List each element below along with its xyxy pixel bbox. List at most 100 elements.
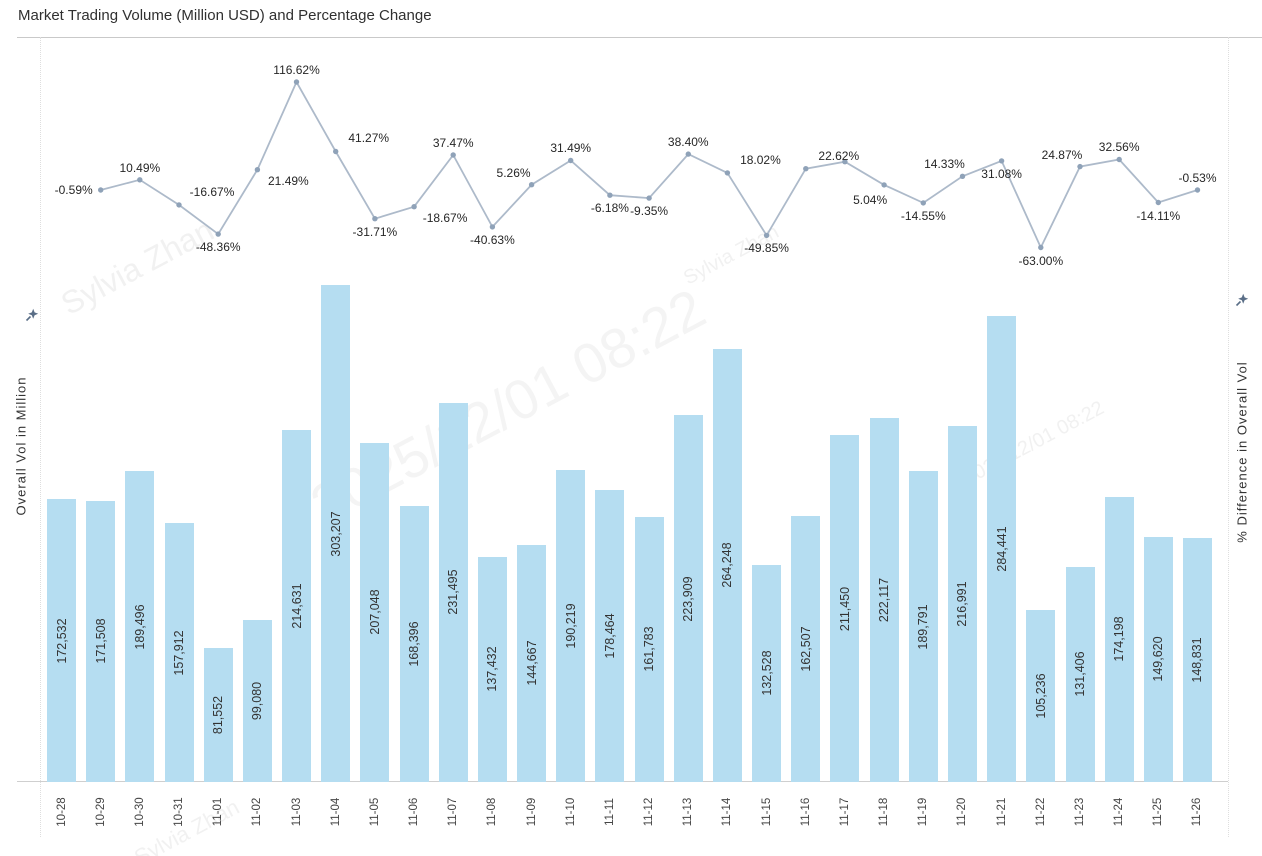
percent-label: -40.63% [470, 232, 515, 247]
volume-bar[interactable] [948, 426, 977, 782]
volume-bar[interactable] [869, 417, 899, 782]
bar-value-label: 157,912 [172, 630, 187, 676]
x-axis-label: 11-16 [799, 797, 812, 827]
percent-label: 32.56% [1098, 140, 1140, 155]
percent-label: 22.62% [818, 148, 860, 163]
watermark-author: Sylvia Zhan [680, 220, 783, 290]
x-axis-label: 11-11 [603, 798, 616, 826]
x-axis-label: 10-31 [173, 797, 186, 827]
percent-label: 18.02% [740, 152, 781, 167]
line-point[interactable] [763, 232, 770, 239]
volume-bar[interactable] [830, 435, 860, 782]
volume-bar[interactable] [791, 515, 821, 782]
x-axis-label: 11-18 [878, 797, 891, 827]
volume-bar[interactable] [125, 471, 155, 782]
watermark-timestamp: 2025/12/01 08:22 [960, 396, 1108, 490]
percent-label: -63.00% [1018, 253, 1064, 268]
volume-bar[interactable] [321, 285, 351, 782]
volume-bar[interactable] [517, 544, 547, 782]
bar-value-label: 81,552 [211, 696, 226, 735]
bar-value-label: 189,496 [132, 604, 147, 650]
x-axis-label: 11-04 [329, 797, 342, 827]
watermark-author: Sylvia Zhan [55, 211, 220, 322]
volume-bar[interactable] [360, 442, 390, 782]
volume-bar[interactable] [987, 315, 1017, 782]
bar-value-label: 148,831 [1190, 637, 1205, 683]
x-axis-label: 11-13 [682, 797, 695, 827]
line-point[interactable] [293, 79, 300, 85]
percent-label: -14.11% [1136, 208, 1181, 223]
bar-value-label: 214,631 [289, 583, 304, 629]
line-point[interactable] [528, 182, 535, 188]
percent-label: 37.47% [432, 135, 474, 150]
x-axis-label: 11-24 [1113, 797, 1126, 827]
percent-label: -0.53% [1178, 170, 1217, 185]
pin-icon[interactable] [1235, 293, 1249, 307]
x-axis-label: 11-23 [1073, 797, 1086, 827]
line-point[interactable] [568, 157, 574, 164]
line-point[interactable] [998, 158, 1005, 164]
percent-label: -48.36% [195, 240, 241, 255]
x-axis-label: 10-28 [55, 797, 68, 827]
pin-stem [1235, 300, 1242, 307]
pin-icon[interactable] [25, 308, 39, 322]
percent-label: -9.35% [630, 204, 669, 219]
line-point[interactable] [959, 173, 966, 179]
volume-bar[interactable] [752, 564, 782, 782]
line-point[interactable] [176, 202, 182, 208]
volume-bar[interactable] [438, 402, 468, 782]
x-axis-label: 11-20 [956, 797, 969, 827]
x-axis-label: 11-12 [643, 797, 656, 827]
line-point[interactable] [685, 151, 691, 157]
line-point[interactable] [489, 224, 496, 230]
line-point[interactable] [1038, 244, 1044, 251]
line-point[interactable] [1155, 199, 1162, 206]
right-axis-title: % Difference in Overall Vol [1234, 361, 1250, 543]
volume-bar[interactable] [1026, 609, 1056, 782]
volume-bar[interactable] [634, 516, 664, 782]
volume-bar[interactable] [556, 470, 586, 782]
line-point[interactable] [254, 167, 261, 173]
volume-bar[interactable] [242, 619, 272, 782]
percent-label: 41.27% [348, 131, 390, 146]
volume-bar[interactable] [164, 523, 194, 782]
x-axis-label: 11-21 [995, 797, 1008, 827]
line-point[interactable] [1077, 163, 1083, 170]
volume-bar[interactable] [1143, 536, 1173, 782]
line-point[interactable] [1116, 156, 1122, 163]
volume-bar[interactable] [595, 489, 625, 782]
volume-bar[interactable] [712, 348, 742, 782]
volume-bar[interactable] [86, 500, 116, 782]
x-axis-label: 11-08 [486, 797, 499, 827]
line-point[interactable] [646, 195, 652, 201]
line-point[interactable] [333, 148, 339, 155]
volume-bar[interactable] [1183, 538, 1212, 782]
line-point[interactable] [1194, 187, 1201, 193]
bar-value-label: 171,508 [93, 618, 108, 664]
volume-bar[interactable] [908, 470, 938, 782]
line-point[interactable] [98, 187, 104, 193]
line-point[interactable] [920, 200, 926, 206]
volume-bar[interactable] [1065, 566, 1095, 782]
line-point[interactable] [607, 192, 613, 198]
volume-bar[interactable] [47, 499, 76, 782]
line-point[interactable] [215, 231, 221, 237]
volume-bar[interactable] [203, 648, 233, 782]
line-point[interactable] [881, 182, 887, 188]
volume-bar[interactable] [399, 506, 429, 782]
volume-bar[interactable] [282, 430, 311, 782]
volume-bar[interactable] [477, 556, 507, 782]
volume-bar[interactable] [1104, 496, 1134, 782]
x-axis-label: 11-01 [212, 797, 225, 827]
line-point[interactable] [842, 159, 848, 165]
pin-star [28, 308, 39, 319]
line-point[interactable] [411, 204, 417, 210]
bar-value-label: 149,620 [1151, 636, 1166, 682]
line-point[interactable] [803, 166, 809, 172]
volume-bar[interactable] [673, 415, 703, 782]
line-point[interactable] [372, 216, 378, 222]
line-point[interactable] [450, 152, 456, 158]
line-point[interactable] [137, 177, 143, 183]
percent-label: 10.49% [119, 160, 161, 175]
line-point[interactable] [724, 170, 731, 176]
